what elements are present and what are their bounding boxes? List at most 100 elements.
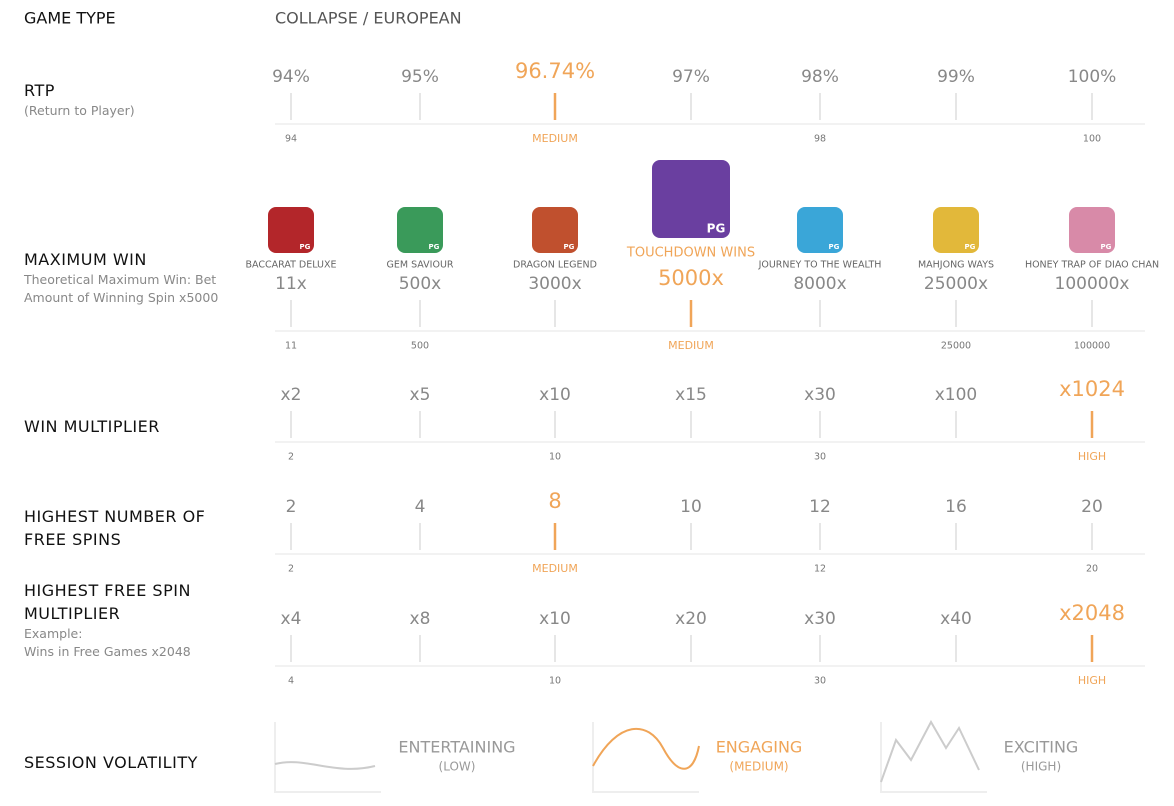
row-title: HIGHEST NUMBER OF FREE SPINS [24, 507, 206, 549]
scale-value: x4 [281, 609, 302, 629]
scale-value: x100 [935, 385, 978, 405]
volatility-title: ENGAGING [716, 738, 803, 757]
scale-foot: 30 [814, 452, 826, 463]
game-icon [652, 160, 730, 238]
icon-badge: PG [707, 222, 726, 236]
game-icon [268, 207, 314, 253]
volatility-frame [592, 722, 699, 793]
game-name: MAHJONG WAYS [918, 260, 994, 271]
row-sublabel: Example: [24, 626, 83, 641]
max-win-value: 500x [399, 274, 442, 294]
scale-foot: 25000 [941, 341, 971, 352]
scale-value: 100% [1068, 67, 1117, 87]
row-label: SESSION VOLATILITY [24, 751, 224, 774]
scale-foot: 98 [814, 134, 826, 145]
volatility-title: ENTERTAINING [398, 738, 515, 757]
volatility-curve [274, 761, 376, 770]
scale-value: x40 [940, 609, 972, 629]
game-name: TOUCHDOWN WINS [626, 246, 755, 261]
volatility-curve [880, 719, 980, 783]
row-label: RTP (Return to Player) [24, 79, 224, 120]
scale-value: 96.74% [515, 59, 595, 83]
scale-value: x1024 [1059, 377, 1125, 401]
scale-value: 97% [672, 67, 710, 87]
scale-value: x20 [675, 609, 707, 629]
scale-foot: 11 [285, 341, 297, 352]
game-name: BACCARAT DELUXE [245, 260, 336, 271]
row-label: WIN MULTIPLIER [24, 415, 224, 438]
max-win-value: 5000x [658, 266, 724, 290]
volatility-sub: (LOW) [439, 760, 476, 774]
game-name: GEM SAVIOUR [386, 260, 453, 271]
row-label: HIGHEST NUMBER OF FREE SPINS [24, 505, 224, 551]
game-icon [397, 207, 443, 253]
row-title: HIGHEST FREE SPIN MULTIPLIER [24, 581, 191, 623]
scale-foot: 12 [814, 564, 826, 575]
game-icon [797, 207, 843, 253]
max-win-value: 3000x [528, 274, 581, 294]
scale-value: 10 [680, 497, 702, 517]
scale-foot: HIGH [1078, 674, 1106, 687]
volatility-sub: (MEDIUM) [729, 760, 788, 774]
scale-value: 16 [945, 497, 967, 517]
icon-badge: PG [300, 243, 311, 251]
row-title: WIN MULTIPLIER [24, 417, 160, 436]
scale-value: 20 [1081, 497, 1103, 517]
game-icon [933, 207, 979, 253]
scale-foot: 4 [288, 676, 294, 687]
volatility-sub: (HIGH) [1021, 760, 1061, 774]
scale-foot: MEDIUM [668, 339, 714, 352]
volatility-frame [880, 722, 987, 793]
max-win-value: 25000x [924, 274, 988, 294]
game-icon [532, 207, 578, 253]
max-win-value: 100000x [1055, 274, 1130, 294]
row-sublabel: Theoretical Maximum Win: Bet Amount of W… [24, 272, 219, 305]
volatility-title: EXCITING [1004, 738, 1079, 757]
scale-value: 12 [809, 497, 831, 517]
scale-foot: 30 [814, 676, 826, 687]
scale-value: 94% [272, 67, 310, 87]
game-name: DRAGON LEGEND [513, 260, 597, 271]
scale-value: x2 [281, 385, 302, 405]
scale-foot: 20 [1086, 564, 1098, 575]
scale-foot: 100000 [1074, 341, 1110, 352]
scale-foot: 2 [288, 452, 294, 463]
icon-badge: PG [1101, 243, 1112, 251]
scale-foot: 100 [1083, 134, 1101, 145]
scale-value: x30 [804, 609, 836, 629]
row-title: SESSION VOLATILITY [24, 753, 198, 772]
row-title: RTP [24, 81, 55, 100]
scale-value: 4 [415, 497, 426, 517]
row-title: MAXIMUM WIN [24, 250, 147, 269]
icon-badge: PG [829, 243, 840, 251]
scale-value: 95% [401, 67, 439, 87]
scale-foot: 10 [549, 676, 561, 687]
row-label: MAXIMUM WIN Theoretical Maximum Win: Bet … [24, 248, 224, 307]
scale-value: 2 [286, 497, 297, 517]
row-sublabel: (Return to Player) [24, 103, 135, 118]
scale-value: x2048 [1059, 601, 1125, 625]
icon-badge: PG [564, 243, 575, 251]
scale-foot: MEDIUM [532, 132, 578, 145]
scale-value: x10 [539, 385, 571, 405]
row-label: HIGHEST FREE SPIN MULTIPLIER Example: Wins… [24, 579, 224, 661]
scale-foot: 500 [411, 341, 429, 352]
scale-value: x15 [675, 385, 707, 405]
scale-foot: HIGH [1078, 450, 1106, 463]
scale-value: x30 [804, 385, 836, 405]
game-icon [1069, 207, 1115, 253]
scale-value: x10 [539, 609, 571, 629]
max-win-value: 8000x [793, 274, 846, 294]
scale-foot: 10 [549, 452, 561, 463]
scale-foot: 2 [288, 564, 294, 575]
icon-badge: PG [429, 243, 440, 251]
volatility-curve [592, 727, 700, 770]
game-type-value: COLLAPSE / EUROPEAN [275, 9, 462, 28]
game-name: HONEY TRAP OF DIAO CHAN [1025, 260, 1159, 271]
game-type-label: GAME TYPE [24, 9, 116, 28]
scale-value: 8 [548, 489, 561, 513]
scale-value: 99% [937, 67, 975, 87]
row-sublabel: Wins in Free Games x2048 [24, 644, 191, 659]
scale-value: x5 [410, 385, 431, 405]
